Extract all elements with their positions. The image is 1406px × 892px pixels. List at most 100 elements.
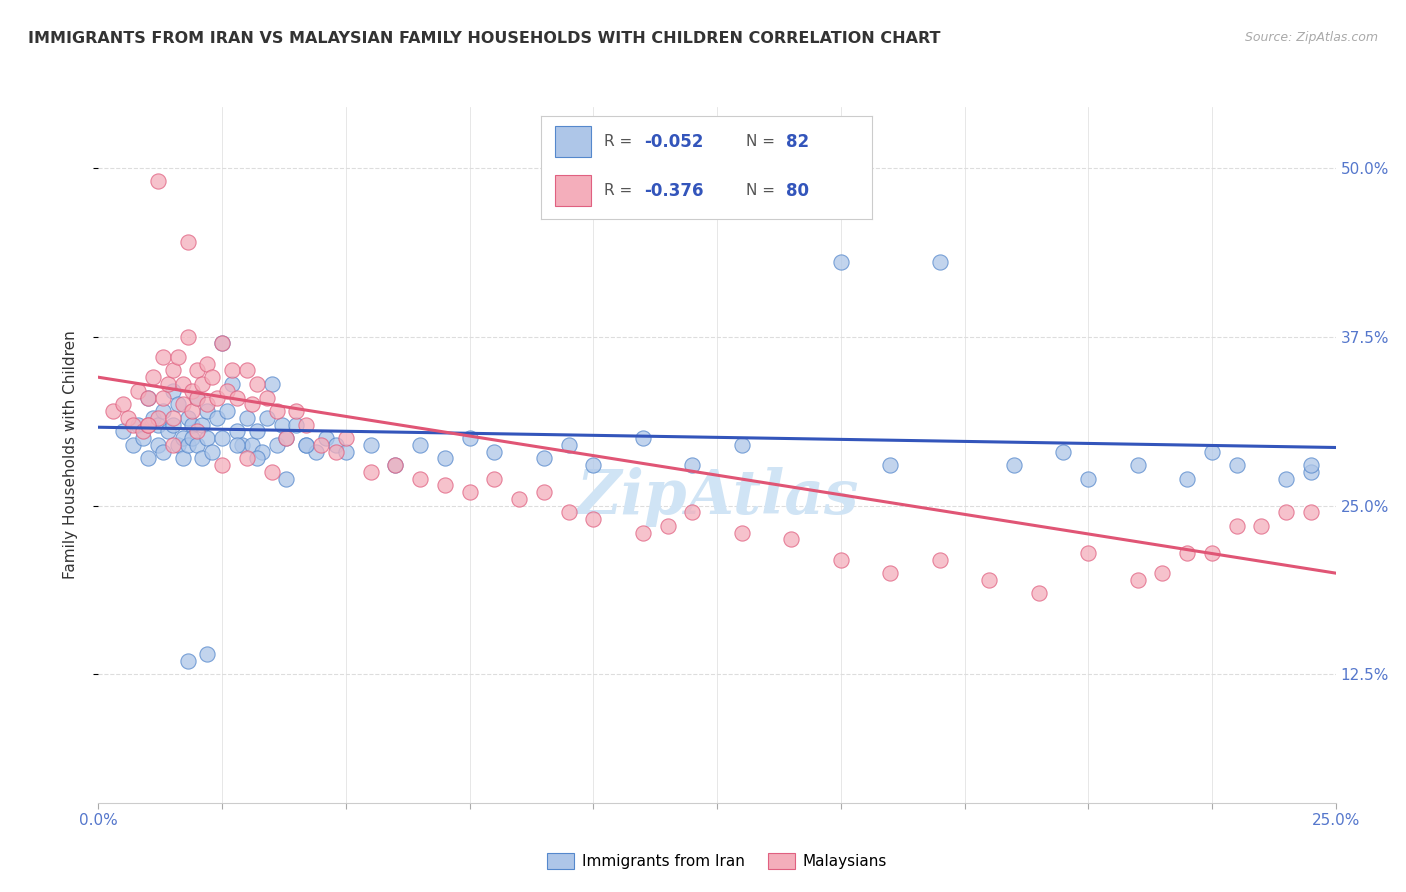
Legend: Immigrants from Iran, Malaysians: Immigrants from Iran, Malaysians [541,847,893,875]
Point [276,472,298,486]
Point [276,431,298,445]
Bar [554,176,591,206]
Point [309,438,332,452]
Point [142,410,165,425]
Point [582,458,605,472]
Point [246,424,269,438]
Point [484,472,506,486]
Text: -0.052: -0.052 [644,133,703,151]
Point [217,384,239,398]
Point [276,431,298,445]
Point [176,438,198,452]
Point [211,431,233,445]
Point [928,552,950,566]
Point [409,438,432,452]
Point [162,384,184,398]
Point [1226,458,1249,472]
Point [285,404,308,418]
Point [335,444,357,458]
Point [172,376,194,391]
Point [1126,458,1149,472]
Text: R =: R = [605,184,637,198]
Point [152,391,174,405]
Point [780,533,803,547]
Point [1275,505,1298,519]
Point [186,424,208,438]
Point [226,424,249,438]
Text: R =: R = [605,134,637,149]
Point [156,424,179,438]
Text: N =: N = [747,184,780,198]
Point [295,417,318,432]
Point [117,410,139,425]
Point [1201,546,1223,560]
Point [1226,519,1249,533]
Point [1152,566,1174,581]
Point [335,431,357,445]
Point [221,376,243,391]
Text: IMMIGRANTS FROM IRAN VS MALAYSIAN FAMILY HOUSEHOLDS WITH CHILDREN CORRELATION CH: IMMIGRANTS FROM IRAN VS MALAYSIAN FAMILY… [28,31,941,46]
Point [186,438,208,452]
Point [166,438,188,452]
Point [1201,444,1223,458]
Point [360,438,382,452]
Point [256,391,278,405]
Point [295,438,318,452]
Point [211,458,233,472]
Point [631,431,654,445]
Point [1126,573,1149,587]
Point [433,478,456,492]
Point [205,391,228,405]
Point [146,417,169,432]
Point [136,417,159,432]
Point [1299,458,1322,472]
Point [260,376,283,391]
Point [172,431,194,445]
Point [1250,519,1272,533]
Point [176,410,198,425]
Point [112,424,135,438]
Text: 82: 82 [786,133,808,151]
Point [195,397,218,411]
Point [681,505,703,519]
Point [236,451,259,466]
Point [162,438,184,452]
Point [557,438,579,452]
Point [256,410,278,425]
Point [172,451,194,466]
Text: Source: ZipAtlas.com: Source: ZipAtlas.com [1244,31,1378,45]
Point [186,391,208,405]
Point [146,410,169,425]
Point [305,444,328,458]
Point [162,363,184,377]
Point [731,525,754,540]
Point [260,465,283,479]
Point [152,350,174,364]
Point [246,376,269,391]
Point [484,444,506,458]
Point [136,451,159,466]
Point [152,444,174,458]
Point [266,404,288,418]
Bar [554,126,591,157]
Point [1002,458,1025,472]
Point [191,451,214,466]
Point [166,397,188,411]
Point [270,417,292,432]
Point [1028,586,1050,600]
Text: -0.376: -0.376 [644,182,703,200]
Point [136,391,159,405]
Y-axis label: Family Households with Children: Family Households with Children [63,331,77,579]
Point [979,573,1001,587]
Point [136,417,159,432]
Point [409,472,432,486]
Point [201,444,224,458]
Point [162,410,184,425]
Point [181,417,204,432]
Point [830,255,852,269]
Point [205,410,228,425]
Point [879,566,901,581]
Point [195,357,218,371]
Point [240,397,263,411]
Point [236,363,259,377]
